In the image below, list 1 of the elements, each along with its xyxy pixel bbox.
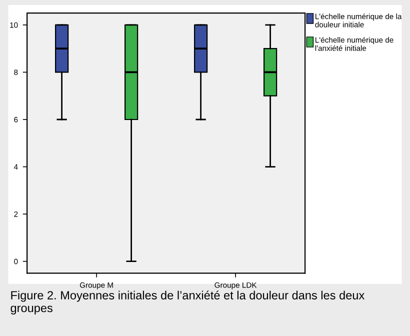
caption: Figure 2. Moyennes initiales de l’anxiété et la douleur dans les deux groupes (10, 290, 365, 314)
